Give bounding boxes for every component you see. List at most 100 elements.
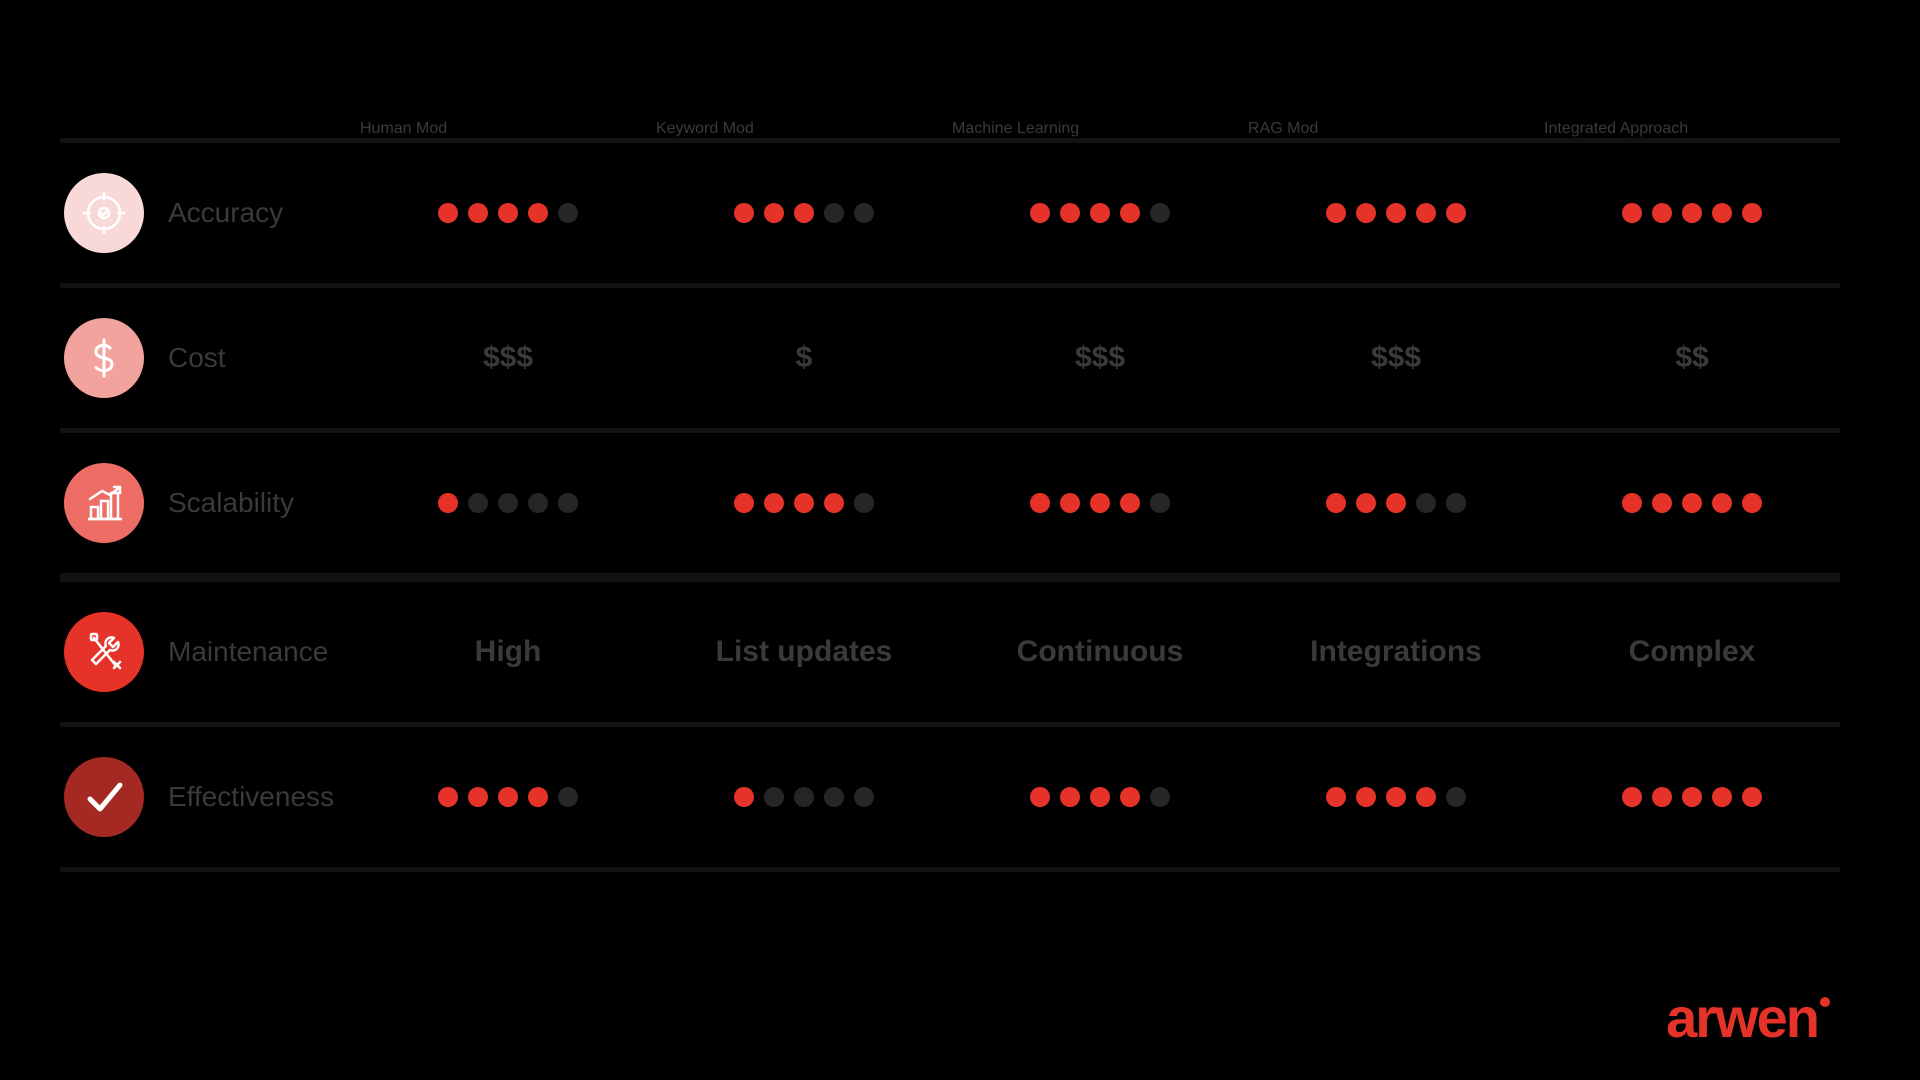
cell-scalability-rag [1248, 433, 1544, 573]
dot-filled-icon [1622, 493, 1642, 513]
cell-text: Continuous [1017, 635, 1184, 669]
dot-filled-icon [1030, 203, 1050, 223]
dot-empty-icon [824, 203, 844, 223]
dot-filled-icon [498, 787, 518, 807]
dot-rating [438, 203, 578, 223]
cell-accuracy-rag [1248, 143, 1544, 283]
column-header: Machine Learning [952, 120, 1248, 138]
cell-maintenance-rag: Integrations [1248, 582, 1544, 722]
dot-filled-icon [1030, 493, 1050, 513]
dot-filled-icon [1326, 493, 1346, 513]
row-divider [60, 573, 1840, 582]
dot-empty-icon [794, 787, 814, 807]
dot-filled-icon [1712, 787, 1732, 807]
brand-logo-text: arwen [1666, 985, 1818, 1050]
row-label-cost: Cost [60, 290, 360, 426]
dot-rating [1030, 203, 1170, 223]
dot-filled-icon [1326, 787, 1346, 807]
cell-accuracy-ml [952, 143, 1248, 283]
dot-filled-icon [438, 493, 458, 513]
dot-filled-icon [1386, 787, 1406, 807]
cell-text: Integrations [1310, 635, 1482, 669]
dot-filled-icon [498, 203, 518, 223]
dot-empty-icon [1150, 787, 1170, 807]
dot-filled-icon [1416, 787, 1436, 807]
dot-empty-icon [854, 787, 874, 807]
dot-rating [734, 493, 874, 513]
cell-cost-human: $$$ [360, 288, 656, 428]
column-header: RAG Mod [1248, 120, 1544, 138]
cell-maintenance-keyword: List updates [656, 582, 952, 722]
row-label-text: Maintenance [168, 636, 328, 668]
dot-empty-icon [824, 787, 844, 807]
dot-empty-icon [764, 787, 784, 807]
dot-filled-icon [1356, 787, 1376, 807]
brand-logo-dot-icon [1820, 997, 1830, 1007]
cell-cost-integrated: $$ [1544, 288, 1840, 428]
brand-logo: arwen [1666, 985, 1830, 1050]
cell-accuracy-keyword [656, 143, 952, 283]
row-label-scalability: Scalability [60, 435, 360, 571]
bar-growth-icon [64, 463, 144, 543]
row-divider [60, 867, 1840, 872]
row-label-text: Accuracy [168, 197, 283, 229]
cell-text: High [475, 635, 542, 669]
dot-filled-icon [1682, 203, 1702, 223]
dot-filled-icon [468, 787, 488, 807]
dot-filled-icon [1326, 203, 1346, 223]
dot-filled-icon [1030, 787, 1050, 807]
cell-effectiveness-human [360, 727, 656, 867]
dot-rating [1622, 493, 1762, 513]
dot-filled-icon [1446, 203, 1466, 223]
cell-scalability-keyword [656, 433, 952, 573]
dot-filled-icon [1652, 203, 1672, 223]
dot-empty-icon [1446, 787, 1466, 807]
dot-filled-icon [734, 787, 754, 807]
row-label-text: Cost [168, 342, 226, 374]
dot-empty-icon [854, 493, 874, 513]
dot-filled-icon [794, 203, 814, 223]
dot-filled-icon [1356, 203, 1376, 223]
dot-rating [1030, 787, 1170, 807]
cell-effectiveness-integrated [1544, 727, 1840, 867]
dot-filled-icon [1712, 493, 1732, 513]
dot-filled-icon [1120, 493, 1140, 513]
dot-filled-icon [1682, 493, 1702, 513]
comparison-table: Human ModKeyword ModMachine LearningRAG … [0, 0, 1920, 932]
dot-filled-icon [438, 203, 458, 223]
dot-filled-icon [528, 787, 548, 807]
cell-effectiveness-rag [1248, 727, 1544, 867]
dot-filled-icon [1712, 203, 1732, 223]
column-header: Human Mod [360, 120, 656, 138]
dot-rating [1326, 493, 1466, 513]
dot-filled-icon [528, 203, 548, 223]
dot-filled-icon [1742, 787, 1762, 807]
dot-empty-icon [854, 203, 874, 223]
dot-empty-icon [1416, 493, 1436, 513]
dot-rating [734, 203, 874, 223]
dot-filled-icon [764, 493, 784, 513]
cell-text: $$$ [483, 341, 533, 375]
dot-filled-icon [1060, 203, 1080, 223]
dot-empty-icon [1150, 203, 1170, 223]
dot-rating [1030, 493, 1170, 513]
cell-maintenance-integrated: Complex [1544, 582, 1840, 722]
row-label-text: Scalability [168, 487, 294, 519]
cell-accuracy-human [360, 143, 656, 283]
dot-filled-icon [734, 203, 754, 223]
dot-rating [734, 787, 874, 807]
dot-rating [1326, 787, 1466, 807]
cell-effectiveness-keyword [656, 727, 952, 867]
dot-filled-icon [468, 203, 488, 223]
dot-filled-icon [1652, 787, 1672, 807]
row-label-text: Effectiveness [168, 781, 334, 813]
dot-empty-icon [558, 787, 578, 807]
dot-filled-icon [438, 787, 458, 807]
dot-filled-icon [1682, 787, 1702, 807]
cell-scalability-ml [952, 433, 1248, 573]
dot-filled-icon [1386, 493, 1406, 513]
dot-filled-icon [1622, 787, 1642, 807]
dot-filled-icon [1416, 203, 1436, 223]
dot-filled-icon [764, 203, 784, 223]
cell-maintenance-human: High [360, 582, 656, 722]
